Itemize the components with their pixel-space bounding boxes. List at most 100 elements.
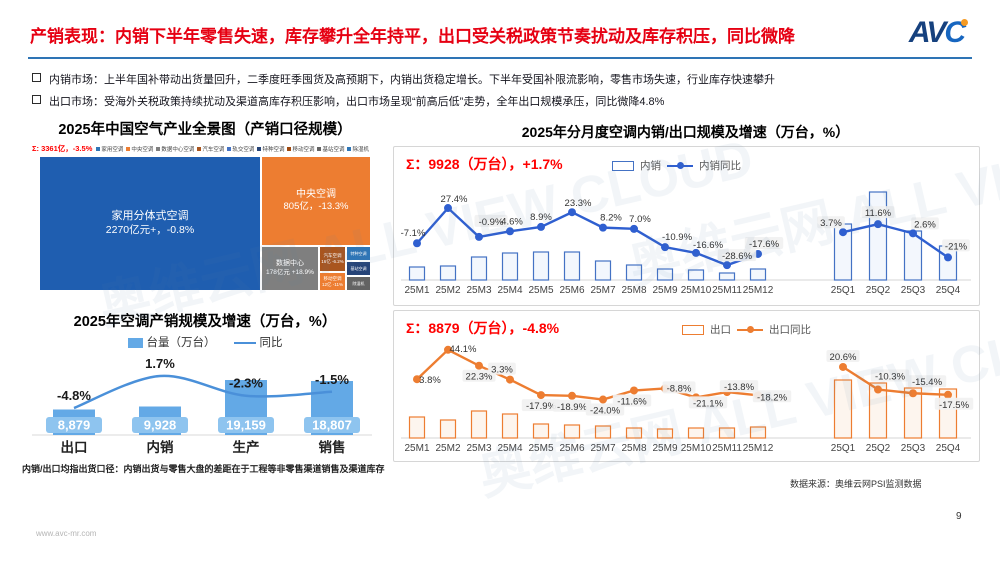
line-dot-swatch-icon — [667, 161, 693, 170]
svg-text:2.6%: 2.6% — [914, 219, 936, 230]
svg-text:19,159: 19,159 — [226, 418, 266, 433]
svg-text:25M8: 25M8 — [621, 285, 646, 296]
svg-text:-11.6%: -11.6% — [617, 396, 647, 407]
svg-text:25M6: 25M6 — [559, 443, 584, 454]
block-value: 12亿 -11% — [322, 281, 343, 287]
svg-text:8.9%: 8.9% — [530, 212, 552, 223]
treemap-block-special-ac: 特种空调 — [346, 246, 371, 261]
block-name: 移动空调 — [323, 275, 342, 281]
block-name: 数据中心 — [276, 260, 304, 268]
svg-text:25M7: 25M7 — [590, 443, 615, 454]
bullet-domestic-text: 内销市场：上半年国补带动出货量回升，二季度旺季囤货及高预期下，内销出货稳定增长。… — [49, 74, 775, 86]
svg-text:-24.0%: -24.0% — [590, 406, 621, 417]
svg-text:8,879: 8,879 — [58, 418, 91, 433]
treemap-total: Σ: 3361亿，-3.5% — [32, 144, 93, 153]
svg-text:25M3: 25M3 — [466, 285, 491, 296]
svg-text:25Q2: 25Q2 — [866, 285, 891, 296]
svg-text:-10.3%: -10.3% — [875, 372, 906, 383]
treemap-legend-item: 轨交空调 — [227, 145, 254, 153]
block-value: 2270亿元+，-0.8% — [105, 223, 195, 236]
svg-text:-13.8%: -13.8% — [724, 382, 755, 393]
treemap-legend-item: 家用空调 — [96, 145, 123, 153]
treemap-block-auto-ac: 汽车空调 16亿 -6.2% — [319, 246, 346, 272]
svg-text:11.6%: 11.6% — [865, 208, 892, 219]
block-name: 除湿机 — [352, 281, 365, 286]
export-chart-svg: 25M1 25M2 25M3 25M4 25M5 25M6 25M7 25M8 25M9 25M1… — [401, 344, 974, 454]
treemap-legend-item: 汽车空调 — [197, 145, 224, 153]
svg-text:3.3%: 3.3% — [491, 365, 513, 376]
treemap-block-basestation-ac: 基站空调 — [346, 261, 371, 276]
legend-domestic-yoy-label: 内销同比 — [699, 160, 741, 172]
svg-text:25Q4: 25Q4 — [936, 443, 961, 454]
svg-text:-18.2%: -18.2% — [757, 392, 788, 403]
page-number: 9 — [956, 511, 962, 522]
treemap-block-mobile-ac: 移动空调 12亿 -11% — [319, 272, 346, 291]
hollow-bar-swatch-icon — [682, 324, 704, 335]
treemap-legend-item: 基站空调 — [317, 145, 344, 153]
svg-text:25M12: 25M12 — [743, 443, 774, 454]
svg-text:18,807: 18,807 — [312, 418, 352, 433]
svg-text:25Q3: 25Q3 — [901, 443, 926, 454]
block-name: 家用分体式空调 — [111, 210, 189, 223]
export-legend: 出口 出口同比 — [682, 322, 811, 337]
block-value: 805亿，-13.3% — [283, 201, 349, 213]
logo-av: AV — [908, 16, 946, 49]
svg-text:4.6%: 4.6% — [501, 216, 523, 227]
scale-chart-card: 2025年空调产销规模及增速（万台，%） 台量（万台） 同比 -4.8% 1.7%… — [22, 310, 388, 475]
svg-text:-17.5%: -17.5% — [939, 400, 970, 411]
svg-text:9,928: 9,928 — [144, 418, 177, 433]
svg-text:8.2%: 8.2% — [600, 213, 622, 224]
data-source-note: 数据来源：奥维云网PSI监测数据 — [790, 479, 922, 489]
treemap-title: 2025年中国空气产业全景图（产销口径规模） — [58, 122, 352, 138]
svg-text:25M7: 25M7 — [590, 285, 615, 296]
treemap-legend-item: 中央空调 — [126, 145, 153, 153]
svg-text:25M5: 25M5 — [528, 443, 553, 454]
svg-text:-4.8%: -4.8% — [57, 388, 91, 403]
svg-text:3.7%: 3.7% — [820, 218, 842, 229]
svg-text:25M9: 25M9 — [652, 443, 677, 454]
svg-text:-21.1%: -21.1% — [693, 398, 724, 409]
svg-text:-15.4%: -15.4% — [912, 377, 943, 388]
legend-swatch-icon — [257, 146, 262, 151]
svg-text:20.6%: 20.6% — [830, 352, 857, 363]
scale-chart-title: 2025年空调产销规模及增速（万台，%） — [73, 314, 337, 330]
treemap-legend: 家用空调 中央空调 数据中心空调 汽车空调 轨交空调 特种空调 移动空调 基站空调 除湿机 — [96, 145, 369, 153]
square-bullet-icon — [32, 73, 41, 82]
svg-text:27.4%: 27.4% — [441, 194, 468, 205]
svg-text:25M2: 25M2 — [435, 285, 460, 296]
export-panel: Σ：8879（万台），-4.8% 出口 出口同比 25M1 25M2 25M3 25M… — [393, 310, 980, 462]
monthly-panel-title: 2025年分月度空调内销/出口规模及增速（万台，%） — [521, 124, 850, 140]
hollow-bar-swatch-icon — [612, 160, 634, 171]
scale-chart-svg: -4.8% 1.7% -2.3% -1.5% 8,879 9,928 19,159 18,80… — [32, 356, 372, 455]
svg-text:25M1: 25M1 — [404, 443, 429, 454]
svg-text:3.8%: 3.8% — [419, 375, 441, 386]
svg-text:-28.6%: -28.6% — [722, 251, 753, 262]
svg-text:-0.9%: -0.9% — [479, 217, 504, 228]
treemap-block-household-split: 家用分体式空调 2270亿元+，-0.8% — [39, 156, 261, 291]
treemap-legend-item: 数据中心空调 — [156, 145, 194, 153]
svg-text:销售: 销售 — [319, 439, 346, 455]
svg-text:25Q2: 25Q2 — [866, 443, 891, 454]
block-name: 汽车空调 — [323, 253, 342, 259]
svg-text:25M3: 25M3 — [466, 443, 491, 454]
bar-swatch-icon — [127, 337, 143, 348]
svg-text:出口: 出口 — [61, 439, 88, 455]
bullet-export-text: 出口市场：受海外关税政策持续扰动及渠道高库存积压影响，出口市场呈现“前高后低”走… — [49, 96, 665, 108]
svg-text:25M8: 25M8 — [621, 443, 646, 454]
domestic-panel: Σ：9928（万台），+1.7% 内销 内销同比 25M1 25M2 25M3 25M… — [393, 146, 980, 306]
svg-text:7.0%: 7.0% — [629, 214, 651, 225]
legend-volume-label: 台量（万台） — [146, 337, 216, 349]
svg-text:25M4: 25M4 — [497, 285, 522, 296]
export-sum: Σ：8879（万台），-4.8% — [406, 320, 560, 336]
header-divider — [28, 57, 972, 59]
treemap-header: Σ: 3361亿，-3.5% 家用空调 中央空调 数据中心空调 汽车空调 轨交空调 特种空… — [32, 143, 388, 154]
bullet-domestic: 内销市场：上半年国补带动出货量回升，二季度旺季囤货及高预期下，内销出货稳定增长。… — [32, 71, 972, 87]
legend-volume: 台量（万台） — [127, 334, 216, 350]
logo-c: C — [944, 16, 966, 49]
treemap-legend-item: 特种空调 — [257, 145, 284, 153]
domestic-chart-svg: 25M1 25M2 25M3 25M4 25M5 25M6 25M7 25M8 25M9 25M1… — [401, 191, 971, 296]
legend-swatch-icon — [96, 146, 101, 151]
legend-yoy-label: 同比 — [259, 337, 283, 349]
svg-text:44.1%: 44.1% — [450, 344, 477, 355]
